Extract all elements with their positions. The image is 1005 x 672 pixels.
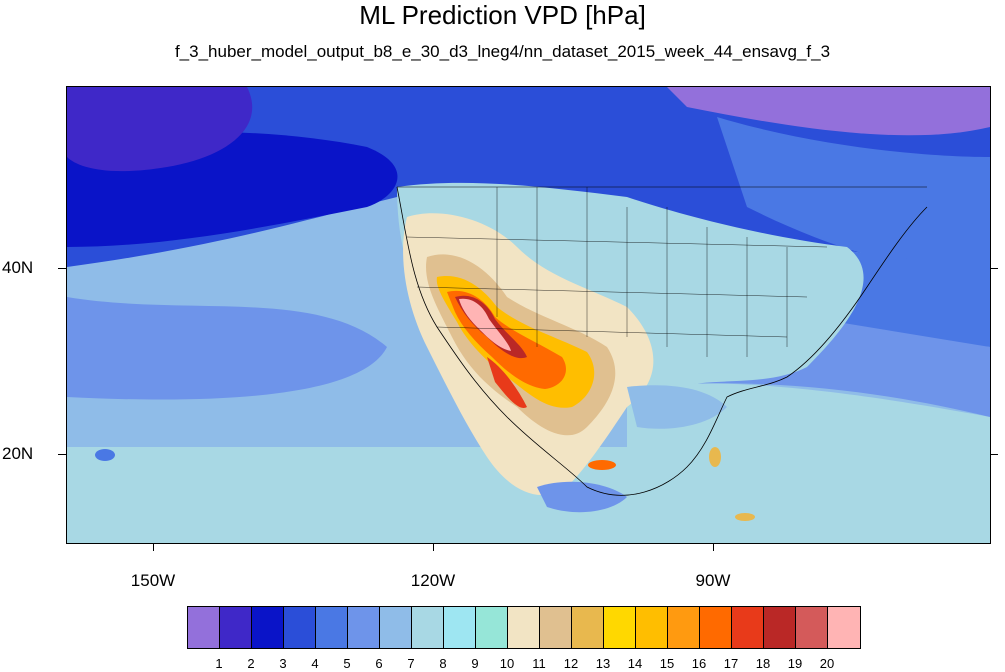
colorbar-label: 16 bbox=[691, 656, 707, 671]
map-plot-area bbox=[66, 86, 991, 544]
colorbar-box bbox=[220, 607, 252, 648]
vpd-contour-map bbox=[67, 87, 990, 543]
colorbar-label: 17 bbox=[723, 656, 739, 671]
colorbar-box bbox=[380, 607, 412, 648]
colorbar-box bbox=[764, 607, 796, 648]
colorbar-box bbox=[540, 607, 572, 648]
colorbar-box bbox=[444, 607, 476, 648]
colorbar-label: 5 bbox=[343, 656, 351, 671]
colorbar-box bbox=[476, 607, 508, 648]
lat-label-20n: 20N bbox=[2, 444, 34, 463]
colorbar-label: 20 bbox=[819, 656, 835, 671]
lat-tick-left-40n bbox=[58, 268, 66, 269]
colorbar bbox=[187, 606, 861, 649]
colorbar-label: 8 bbox=[439, 656, 447, 671]
colorbar-box bbox=[668, 607, 700, 648]
colorbar-box bbox=[188, 607, 220, 648]
colorbar-box bbox=[700, 607, 732, 648]
lon-tick-120w bbox=[433, 543, 434, 551]
colorbar-label: 1 bbox=[215, 656, 223, 671]
colorbar-label: 15 bbox=[659, 656, 675, 671]
lat-tick-left-20n bbox=[58, 454, 66, 455]
lon-label-120w: 120W bbox=[410, 571, 456, 590]
colorbar-box bbox=[284, 607, 316, 648]
colorbar-label: 11 bbox=[532, 656, 546, 671]
colorbar-label: 10 bbox=[499, 656, 515, 671]
colorbar-box bbox=[508, 607, 540, 648]
colorbar-label: 18 bbox=[755, 656, 771, 671]
lon-tick-150w bbox=[153, 543, 154, 551]
colorbar-box bbox=[316, 607, 348, 648]
colorbar-box bbox=[828, 607, 860, 648]
colorbar-label: 13 bbox=[595, 656, 611, 671]
colorbar-label: 2 bbox=[247, 656, 255, 671]
lat-tick-right-40n bbox=[990, 268, 998, 269]
colorbar-box bbox=[412, 607, 444, 648]
colorbar-box bbox=[732, 607, 764, 648]
colorbar-label: 7 bbox=[407, 656, 415, 671]
colorbar-box bbox=[348, 607, 380, 648]
colorbar-box bbox=[636, 607, 668, 648]
colorbar-label: 3 bbox=[279, 656, 287, 671]
colorbar-label: 6 bbox=[375, 656, 383, 671]
colorbar-box bbox=[252, 607, 284, 648]
lat-label-40n: 40N bbox=[2, 258, 34, 277]
map-title: ML Prediction VPD [hPa] bbox=[359, 0, 646, 30]
lat-tick-right-20n bbox=[990, 454, 998, 455]
colorbar-label: 12 bbox=[563, 656, 579, 671]
colorbar-label: 9 bbox=[471, 656, 479, 671]
map-subtitle: f_3_huber_model_output_b8_e_30_d3_lneg4/… bbox=[174, 42, 831, 61]
colorbar-label: 19 bbox=[787, 656, 803, 671]
colorbar-label: 14 bbox=[627, 656, 643, 671]
colorbar-box bbox=[572, 607, 604, 648]
lon-tick-90w bbox=[713, 543, 714, 551]
lon-label-90w: 90W bbox=[695, 571, 731, 590]
colorbar-box bbox=[796, 607, 828, 648]
lon-label-150w: 150W bbox=[130, 571, 176, 590]
colorbar-label: 4 bbox=[311, 656, 319, 671]
colorbar-box bbox=[604, 607, 636, 648]
